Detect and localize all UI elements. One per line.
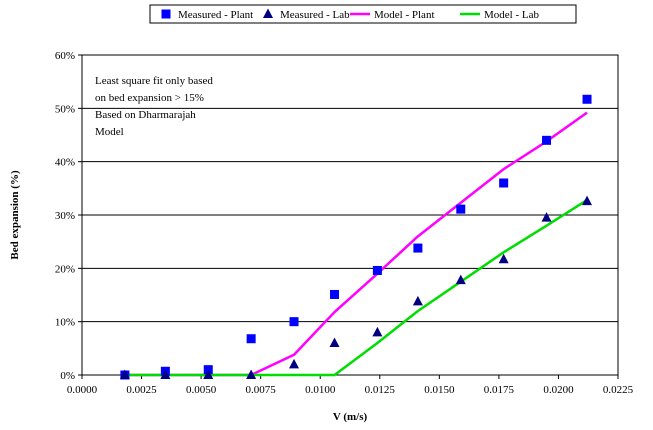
data-point [329,337,340,347]
data-point [372,326,383,337]
x-tick-label: 0.0225 [603,384,634,396]
data-point [541,212,552,222]
y-tick-label: 50% [55,103,75,115]
y-tick-label: 0% [60,370,75,382]
legend-label: Model - Lab [484,9,539,21]
x-tick-label: 0.0100 [305,384,336,396]
y-tick-label: 20% [55,263,75,275]
data-point [160,369,171,379]
x-tick-label: 0.0025 [126,384,157,396]
x-tick-label: 0.0200 [543,384,574,396]
data-point [246,334,256,344]
annotation-line: Model [95,126,124,138]
data-point [456,204,466,214]
data-point [289,358,300,369]
x-tick-label: 0.0150 [424,384,455,396]
y-tick-label: 60% [55,50,75,62]
x-tick-label: 0.0075 [246,384,277,396]
data-point [246,369,257,379]
data-point [372,265,382,275]
legend-label: Measured - Plant [178,9,253,21]
x-tick-label: 0.0000 [67,384,98,396]
data-point [582,195,593,206]
legend-swatch [161,9,171,19]
annotation-line: Least square fit only based [95,75,213,87]
series-3-line-group [124,199,588,377]
data-point [119,369,130,379]
annotation-line: on bed expansion > 15% [95,92,204,104]
series-1-markers [119,195,593,379]
x-axis-title: V (m/s) [333,411,368,423]
data-point [412,295,423,306]
data-point [582,94,592,104]
data-point [498,253,509,264]
data-point [413,243,423,253]
plot-area: 0% 10% 20% 30% 40% 50% 60% 0.0000 0.0025 0.0050 0.… [55,50,634,396]
y-tick-label: 40% [55,157,75,169]
y-axis-title: Bed expansion (%) [9,170,21,260]
data-point [499,178,509,188]
x-tick-label: 0.0050 [186,384,217,396]
data-point [289,317,299,327]
series-line [124,199,588,377]
annotation-line: Based on Dharmarajah [95,109,196,121]
data-point [203,369,214,379]
x-tick-label: 0.0125 [365,384,396,396]
legend-label: Measured - Lab [280,9,350,21]
annotation-note: Least square fit only based on bed expans… [95,75,213,138]
data-point [542,135,552,145]
x-tick-label: 0.0175 [484,384,515,396]
legend-label: Model - Plant [374,9,435,21]
y-tick-label: 10% [55,317,75,329]
legend: Measured - Plant Measured - Lab Model - Pl… [149,4,577,24]
data-point [455,274,466,285]
y-tick-label: 30% [55,210,75,222]
legend-swatch [263,8,273,18]
data-point [330,289,340,299]
